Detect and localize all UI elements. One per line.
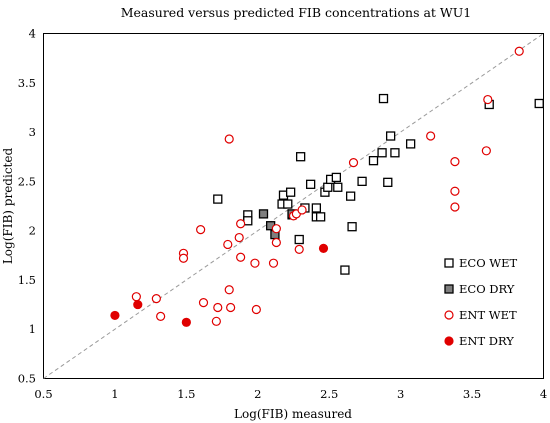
eco-wet-point xyxy=(380,95,388,103)
ent-wet-point xyxy=(451,158,459,166)
ent-wet-point xyxy=(484,96,492,104)
eco-wet-point xyxy=(295,236,303,244)
eco-wet-point xyxy=(284,200,292,208)
legend-marker-eco-wet xyxy=(445,259,453,267)
legend-label-ent-wet: ENT WET xyxy=(459,308,517,322)
ent-wet-point xyxy=(235,234,243,242)
eco-wet-point xyxy=(214,195,222,203)
y-axis-label: Log(FIB) predicted xyxy=(1,148,15,265)
eco-wet-point xyxy=(378,149,386,157)
ent-wet-point xyxy=(515,47,523,55)
ent-dry-point xyxy=(320,244,328,252)
ent-dry-point xyxy=(182,318,190,326)
ent-wet-point xyxy=(180,254,188,262)
eco-wet-point xyxy=(334,183,342,191)
eco-wet-point xyxy=(287,188,295,196)
eco-wet-point xyxy=(324,183,332,191)
ent-dry-point xyxy=(134,301,142,309)
ent-wet-point xyxy=(298,206,306,214)
ent-wet-point xyxy=(157,312,165,320)
eco-wet-point xyxy=(297,153,305,161)
x-axis-label: Log(FIB) measured xyxy=(234,407,352,421)
ent-wet-point xyxy=(350,159,358,167)
eco-dry-point xyxy=(260,210,268,218)
y-tick-label: 2 xyxy=(29,224,36,238)
eco-wet-point xyxy=(391,149,399,157)
y-tick-label: 3.5 xyxy=(18,76,36,90)
ent-wet-point xyxy=(197,226,205,234)
eco-wet-point xyxy=(387,132,395,140)
x-tick-label: 2.5 xyxy=(320,387,338,401)
legend-label-eco-wet: ECO WET xyxy=(459,256,517,270)
legend-label-ent-dry: ENT DRY xyxy=(459,334,514,348)
eco-wet-point xyxy=(348,223,356,231)
ent-wet-point xyxy=(252,306,260,314)
ent-wet-point xyxy=(212,317,220,325)
ent-wet-point xyxy=(451,187,459,195)
legend-marker-eco-dry xyxy=(445,285,453,293)
ent-wet-point xyxy=(200,299,208,307)
y-tick-label: 1 xyxy=(29,322,36,336)
ent-wet-point xyxy=(251,259,259,267)
eco-wet-point xyxy=(535,99,543,107)
eco-wet-point xyxy=(341,266,349,274)
ent-wet-point xyxy=(225,135,233,143)
legend-marker-ent-wet xyxy=(445,311,453,319)
eco-wet-point xyxy=(332,173,340,181)
ent-wet-point xyxy=(224,240,232,248)
x-tick-label: 3 xyxy=(397,387,404,401)
ent-wet-point xyxy=(272,238,280,246)
ent-wet-point xyxy=(152,295,160,303)
ent-wet-point xyxy=(237,220,245,228)
x-tick-label: 3.5 xyxy=(463,387,481,401)
ent-wet-point xyxy=(451,203,459,211)
ent-wet-point xyxy=(272,225,280,233)
y-tick-label: 4 xyxy=(29,27,36,41)
eco-wet-point xyxy=(307,180,315,188)
ent-wet-point xyxy=(482,147,490,155)
ent-wet-point xyxy=(214,304,222,312)
legend-label-eco-dry: ECO DRY xyxy=(459,282,515,296)
ent-wet-point xyxy=(225,286,233,294)
y-tick-label: 2.5 xyxy=(18,174,36,188)
x-tick-label: 2 xyxy=(254,387,261,401)
y-axis-tick-labels: 0.5 1 1.5 2 2.5 3 3.5 4 xyxy=(18,27,36,386)
eco-wet-point xyxy=(358,177,366,185)
eco-wet-point xyxy=(407,140,415,148)
ent-wet-point xyxy=(270,259,278,267)
y-tick-label: 0.5 xyxy=(18,372,36,386)
y-tick-label: 1.5 xyxy=(18,273,36,287)
ent-wet-point xyxy=(227,304,235,312)
ent-dry-point xyxy=(111,311,119,319)
chart-title: Measured versus predicted FIB concentrat… xyxy=(121,5,472,20)
ent-wet-point xyxy=(132,293,140,301)
x-tick-label: 1 xyxy=(111,387,118,401)
ent-wet-point xyxy=(237,253,245,261)
eco-wet-point xyxy=(347,192,355,200)
eco-wet-point xyxy=(317,213,325,221)
eco-wet-point xyxy=(312,204,320,212)
x-tick-label: 0.5 xyxy=(34,387,52,401)
legend-marker-ent-dry xyxy=(445,337,453,345)
eco-wet-point xyxy=(384,178,392,186)
eco-wet-point xyxy=(370,157,378,165)
x-tick-label: 4 xyxy=(540,387,547,401)
y-tick-label: 3 xyxy=(29,125,36,139)
ent-wet-point xyxy=(295,245,303,253)
x-tick-label: 1.5 xyxy=(177,387,195,401)
ent-wet-point xyxy=(427,132,435,140)
x-axis-tick-labels: 0.5 1 1.5 2 2.5 3 3.5 4 xyxy=(34,387,547,401)
